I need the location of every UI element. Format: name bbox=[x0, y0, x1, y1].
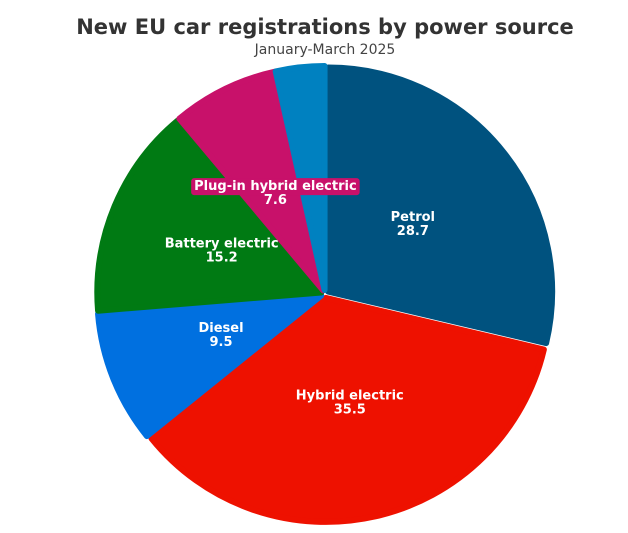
chart-subtitle: January-March 2025 bbox=[254, 42, 396, 58]
pie-slice bbox=[325, 64, 556, 347]
slice-label-value: 35.5 bbox=[334, 403, 366, 418]
pie-slice bbox=[95, 292, 325, 440]
pie-slice bbox=[272, 63, 328, 294]
slice-label-name: Hybrid electric bbox=[296, 389, 404, 404]
pie-slice bbox=[148, 294, 547, 525]
pie-slice bbox=[94, 117, 325, 314]
slice-label-name: Petrol bbox=[391, 210, 435, 225]
slice-label-name: Diesel bbox=[198, 321, 243, 336]
slice-label-value: 9.5 bbox=[209, 335, 232, 350]
slice-label-value: 28.7 bbox=[397, 224, 429, 239]
slice-label-name: Battery electric bbox=[165, 236, 279, 251]
slice-label-name: Plug-in hybrid electric bbox=[194, 179, 357, 194]
chart-title: New EU car registrations by power source bbox=[76, 15, 574, 39]
label-background bbox=[191, 178, 360, 196]
slice-label-value: 7.6 bbox=[264, 193, 287, 208]
slice-label-value: 15.2 bbox=[206, 250, 238, 265]
